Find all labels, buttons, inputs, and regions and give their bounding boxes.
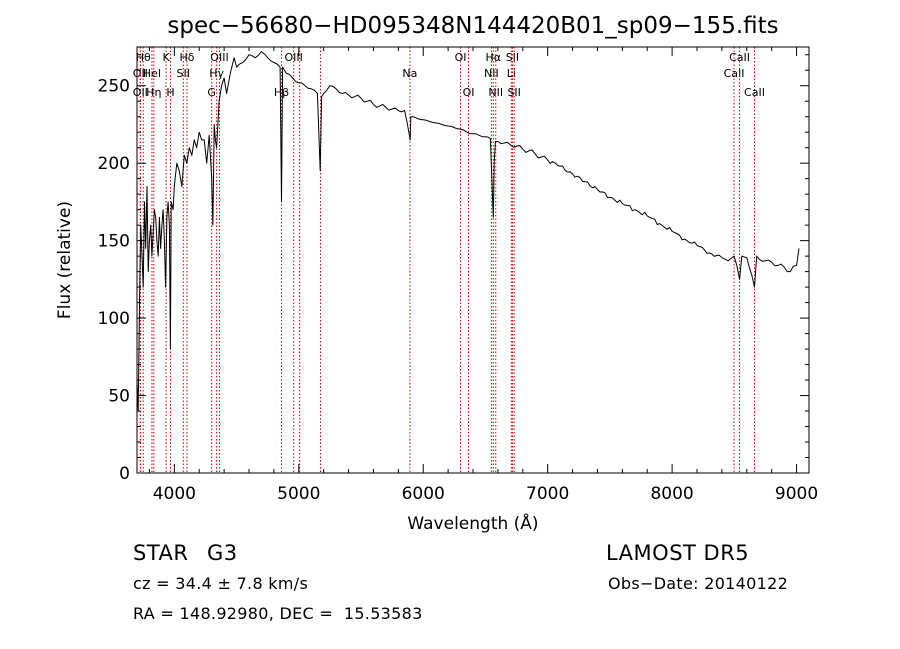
axis-ticks: 4000 5000 6000 7000 8000 9000 0 50 100 150 200 250: [98, 47, 818, 504]
y-tick-label: 250: [98, 77, 130, 97]
line-marker-label: Hβ: [274, 86, 289, 99]
line-marker-label: K: [163, 51, 171, 64]
line-marker-label: NII: [488, 86, 503, 99]
line-marker-label: H: [166, 86, 174, 99]
line-marker-label: CaII: [729, 51, 750, 64]
line-marker-label: Li: [507, 67, 516, 80]
survey-label: LAMOST DR5: [606, 541, 750, 565]
line-marker-label: SII: [506, 51, 519, 64]
line-marker-label: NII: [484, 67, 499, 80]
line-marker-label: OI: [463, 86, 475, 99]
line-marker-label: G: [207, 86, 216, 99]
line-marker-label: HeI: [143, 67, 161, 80]
y-tick-label: 100: [98, 309, 130, 329]
line-marker-label: SII: [507, 86, 520, 99]
plot-frame: [136, 46, 810, 474]
object-subclass: G3: [207, 541, 238, 565]
line-marker-label: Na: [402, 67, 417, 80]
x-tick-label: 5000: [277, 484, 320, 504]
x-axis-label: Wavelength (Å): [407, 512, 538, 534]
line-marker-label: CaII: [724, 67, 745, 80]
line-marker-label: OIII: [210, 51, 228, 64]
line-marker-label: OI: [455, 51, 467, 64]
spectrum-series: [136, 51, 800, 412]
y-tick-label: 50: [108, 387, 130, 407]
obs-date-label: Obs−Date: 20140122: [608, 574, 789, 593]
x-tick-label: 9000: [775, 484, 818, 504]
line-marker-label: Hθ: [136, 51, 151, 64]
x-tick-label: 4000: [153, 484, 196, 504]
x-tick-label: 8000: [650, 484, 693, 504]
spectrum-line: [136, 51, 800, 412]
y-tick-label: 150: [98, 232, 130, 252]
y-tick-label: 0: [119, 464, 130, 484]
y-tick-label: 200: [98, 154, 130, 174]
x-tick-label: 7000: [526, 484, 569, 504]
coordinates-label: RA = 148.92980, DEC = 15.53583: [133, 604, 423, 623]
line-marker-label: CaII: [744, 86, 765, 99]
redshift-label: cz = 34.4 ± 7.8 km/s: [133, 574, 309, 593]
line-marker-label: Hα: [486, 51, 502, 64]
line-marker-label: Hη: [146, 86, 161, 99]
object-class: STAR: [133, 541, 189, 565]
line-marker-label: Hγ: [209, 67, 224, 80]
x-tick-label: 6000: [402, 484, 445, 504]
line-marker-label: OIII: [284, 51, 302, 64]
line-marker-label: Hδ: [180, 51, 195, 64]
line-markers: HθOIIOIIHeIHηKHSIIHδGHγOIIIHβOIIINaOIOIN…: [133, 47, 765, 473]
chart-title: spec−56680−HD095348N144420B01_sp09−155.f…: [167, 13, 778, 39]
line-marker-label: SII: [177, 67, 190, 80]
y-axis-label: Flux (relative): [55, 201, 75, 319]
